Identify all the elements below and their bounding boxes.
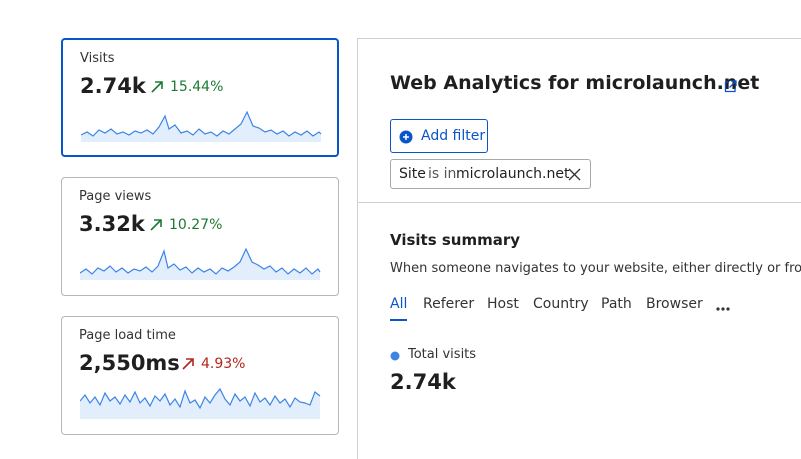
tab[interactable]: Host <box>487 296 519 312</box>
metric-card[interactable]: Page views 3.32k 10.27% <box>61 177 339 296</box>
analytics-panel: Web Analytics for microlaunch.net Add fi… <box>357 38 801 459</box>
metric-card[interactable]: Visits 2.74k 15.44% <box>61 38 339 157</box>
card-change: 10.27% <box>169 217 223 233</box>
divider <box>358 202 801 203</box>
card-label: Page views <box>79 189 152 204</box>
tab[interactable]: Browser <box>646 296 703 312</box>
filter-chip[interactable]: Site is in microlaunch.net <box>390 159 591 189</box>
card-value: 2,550ms <box>79 351 180 375</box>
remove-icon[interactable] <box>568 168 581 181</box>
trend-up-icon <box>182 358 194 370</box>
page-title: Web Analytics for microlaunch.net <box>390 72 760 94</box>
metric-value: 2.74k <box>390 370 456 394</box>
sparkline <box>80 387 321 419</box>
metric-label: Total visits <box>408 347 477 362</box>
chip-field: Site <box>399 166 426 182</box>
card-change: 15.44% <box>170 79 224 95</box>
plus-icon <box>399 130 413 144</box>
external-link-icon[interactable] <box>724 80 737 93</box>
legend-dot <box>390 351 400 361</box>
sparkline <box>81 110 322 142</box>
card-value: 2.74k <box>80 74 146 98</box>
card-value: 3.32k <box>79 212 145 236</box>
tab[interactable]: Country <box>533 296 589 312</box>
card-label: Visits <box>80 51 115 66</box>
chip-operator: is in <box>428 166 457 182</box>
tab[interactable]: All <box>390 296 408 321</box>
tab[interactable]: Referer <box>423 296 475 312</box>
metric-card[interactable]: Page load time 2,550ms 4.93% <box>61 316 339 435</box>
section-description: When someone navigates to your website, … <box>390 261 801 276</box>
card-label: Page load time <box>79 328 176 343</box>
sparkline <box>80 247 321 280</box>
section-title: Visits summary <box>390 231 521 249</box>
trend-up-icon <box>151 81 163 93</box>
card-change: 4.93% <box>201 356 246 372</box>
tab[interactable]: Path <box>601 296 632 312</box>
button-label: Add filter <box>421 128 486 144</box>
trend-up-icon <box>150 219 162 231</box>
add-filter-button[interactable]: Add filter <box>390 119 488 153</box>
more-tabs-icon[interactable] <box>716 307 730 311</box>
chip-value: microlaunch.net <box>456 166 570 182</box>
